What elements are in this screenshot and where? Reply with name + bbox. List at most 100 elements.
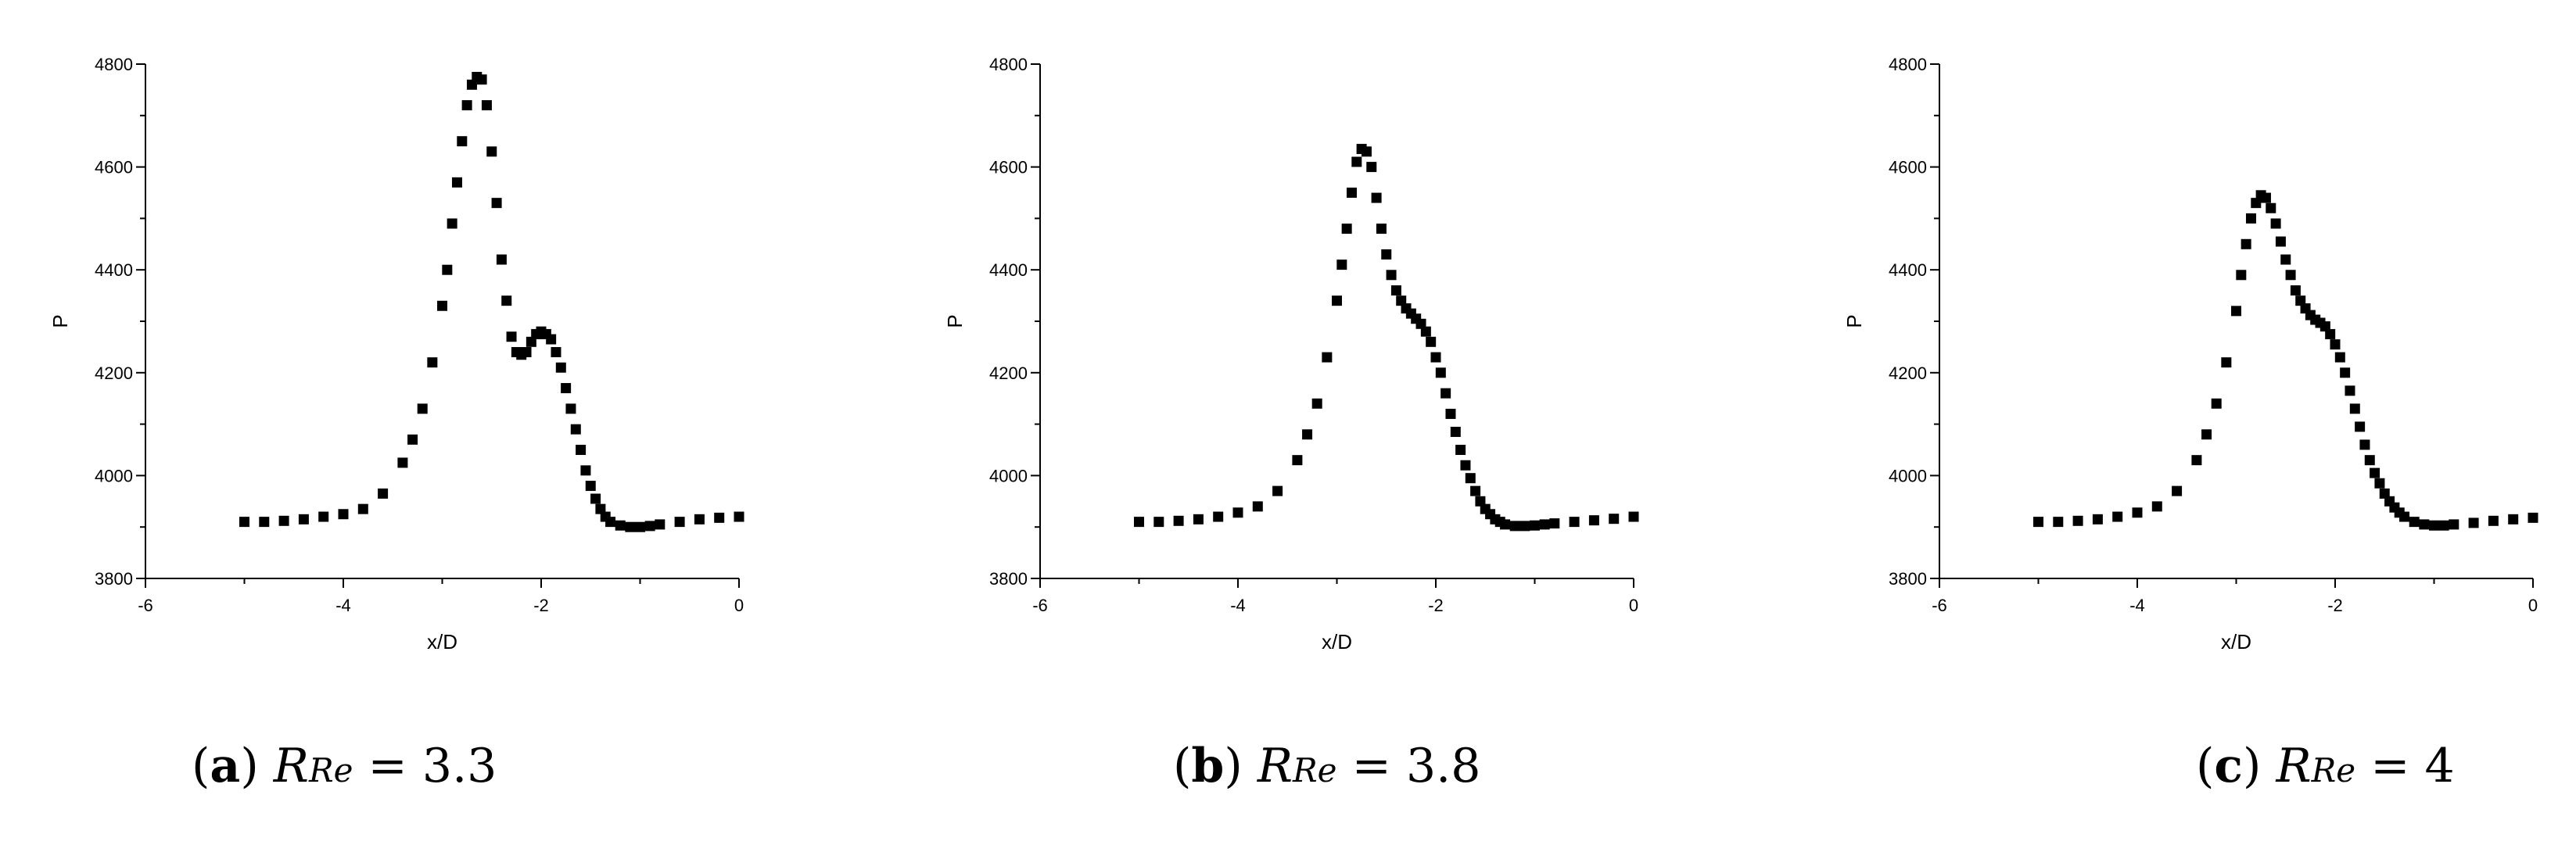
data-point-c xyxy=(2241,238,2251,249)
x-tick-label-b: -4 xyxy=(1230,596,1246,615)
data-point-a xyxy=(521,346,532,357)
data-point-a xyxy=(595,503,606,514)
x-tick-label-a: 0 xyxy=(734,596,744,615)
x-tick-label-a: -4 xyxy=(335,596,351,615)
data-point-a xyxy=(491,198,502,209)
data-point-a xyxy=(318,511,329,522)
caption-b: (b) RRe = 3.8 xyxy=(1173,739,1481,793)
data-point-c xyxy=(2290,285,2301,296)
data-point-a xyxy=(496,254,507,265)
data-point-a xyxy=(506,331,517,342)
data-point-c xyxy=(2399,511,2410,522)
data-point-a xyxy=(615,520,626,531)
data-point-c xyxy=(2409,517,2420,528)
data-point-b xyxy=(1440,388,1451,399)
data-point-b xyxy=(1420,326,1431,337)
data-point-c xyxy=(2092,514,2103,525)
data-point-a xyxy=(457,136,468,147)
x-tick-label-c: -4 xyxy=(2129,596,2145,615)
data-point-c xyxy=(2270,218,2281,229)
data-point-c xyxy=(2191,455,2202,466)
caption-a-symbol: R xyxy=(273,739,309,793)
caption-b-subscript: Re xyxy=(1293,751,1337,790)
data-point-a xyxy=(694,514,705,525)
data-point-b xyxy=(1332,295,1342,306)
data-point-c xyxy=(2419,519,2430,530)
data-point-b xyxy=(1134,517,1144,528)
data-point-a xyxy=(442,264,453,275)
data-point-c xyxy=(2295,295,2306,306)
data-point-c xyxy=(2438,520,2449,531)
y-tick-label-a: 4200 xyxy=(95,363,133,383)
data-point-a xyxy=(486,146,497,157)
data-point-a xyxy=(466,79,477,90)
x-axis-label-b: x/D xyxy=(1322,630,1352,653)
data-point-b xyxy=(1530,520,1540,531)
data-point-b xyxy=(1232,507,1243,518)
data-point-c xyxy=(2334,352,2345,363)
y-tick-label-b: 3800 xyxy=(989,569,1028,589)
data-point-c xyxy=(2370,467,2380,478)
data-point-c xyxy=(2132,507,2143,518)
y-tick-label-c: 4000 xyxy=(1889,466,1927,485)
data-point-b xyxy=(1415,318,1426,329)
data-point-a xyxy=(298,514,309,525)
data-point-b xyxy=(1465,473,1476,484)
data-point-b xyxy=(1322,352,1333,363)
data-point-b xyxy=(1381,249,1392,260)
data-point-b xyxy=(1445,408,1456,419)
data-point-a xyxy=(590,493,601,504)
data-point-a xyxy=(407,434,418,445)
x-axis-label-a: x/D xyxy=(427,630,457,653)
caption-c-subscript: Re xyxy=(2311,751,2356,790)
data-point-c xyxy=(2033,517,2043,528)
data-point-b xyxy=(1475,496,1486,507)
data-point-c xyxy=(2374,478,2385,489)
data-point-b xyxy=(1302,429,1313,440)
data-point-a xyxy=(714,512,725,523)
x-tick-label-c: -2 xyxy=(2327,596,2343,615)
data-point-a xyxy=(605,517,616,528)
data-point-c xyxy=(2449,519,2459,530)
data-point-a xyxy=(461,100,472,111)
data-point-b xyxy=(1252,501,1263,512)
data-point-a xyxy=(561,383,572,394)
chart-a: -6 -4 -2 0 3800 4000 4200 4400 4600 4800 x/D P xyxy=(48,55,744,653)
data-point-b xyxy=(1386,270,1397,281)
data-point-b xyxy=(1539,519,1550,530)
data-point-c xyxy=(2359,439,2370,450)
data-point-c xyxy=(2349,403,2360,414)
data-point-a xyxy=(481,100,492,111)
data-point-b xyxy=(1351,156,1362,167)
y-tick-label-a: 4400 xyxy=(95,260,133,280)
y-tick-label-b: 4800 xyxy=(989,55,1028,74)
y-tick-label-c: 4200 xyxy=(1889,363,1927,383)
data-point-c xyxy=(2172,485,2183,496)
data-point-b xyxy=(1396,295,1407,306)
data-point-a xyxy=(555,362,566,373)
data-point-a xyxy=(501,295,512,306)
data-point-c xyxy=(2468,517,2479,528)
data-point-c xyxy=(2231,306,2241,317)
chart-b: -6 -4 -2 0 3800 4000 4200 4400 4600 4800 x/D P xyxy=(943,55,1639,653)
y-tick-label-a: 4000 xyxy=(95,466,133,485)
data-point-b xyxy=(1371,192,1382,203)
data-point-a xyxy=(565,403,576,414)
y-tick-label-c: 4600 xyxy=(1889,158,1927,177)
data-point-c xyxy=(2429,520,2439,531)
data-point-b xyxy=(1173,515,1184,526)
data-point-c xyxy=(2325,328,2336,339)
x-tick-label-c: -6 xyxy=(1932,596,1947,615)
data-point-c xyxy=(2266,202,2276,213)
data-point-c xyxy=(2072,515,2083,526)
data-point-a xyxy=(259,517,270,528)
caption-a: (a) RRe = 3.3 xyxy=(192,739,497,793)
data-point-a xyxy=(357,503,368,514)
caption-a-label: a xyxy=(210,739,241,793)
data-point-b xyxy=(1341,224,1352,235)
data-point-a xyxy=(437,300,447,311)
data-point-a xyxy=(580,465,591,476)
data-point-b xyxy=(1153,517,1164,528)
data-point-c xyxy=(2379,488,2390,499)
data-point-c xyxy=(2201,429,2212,440)
